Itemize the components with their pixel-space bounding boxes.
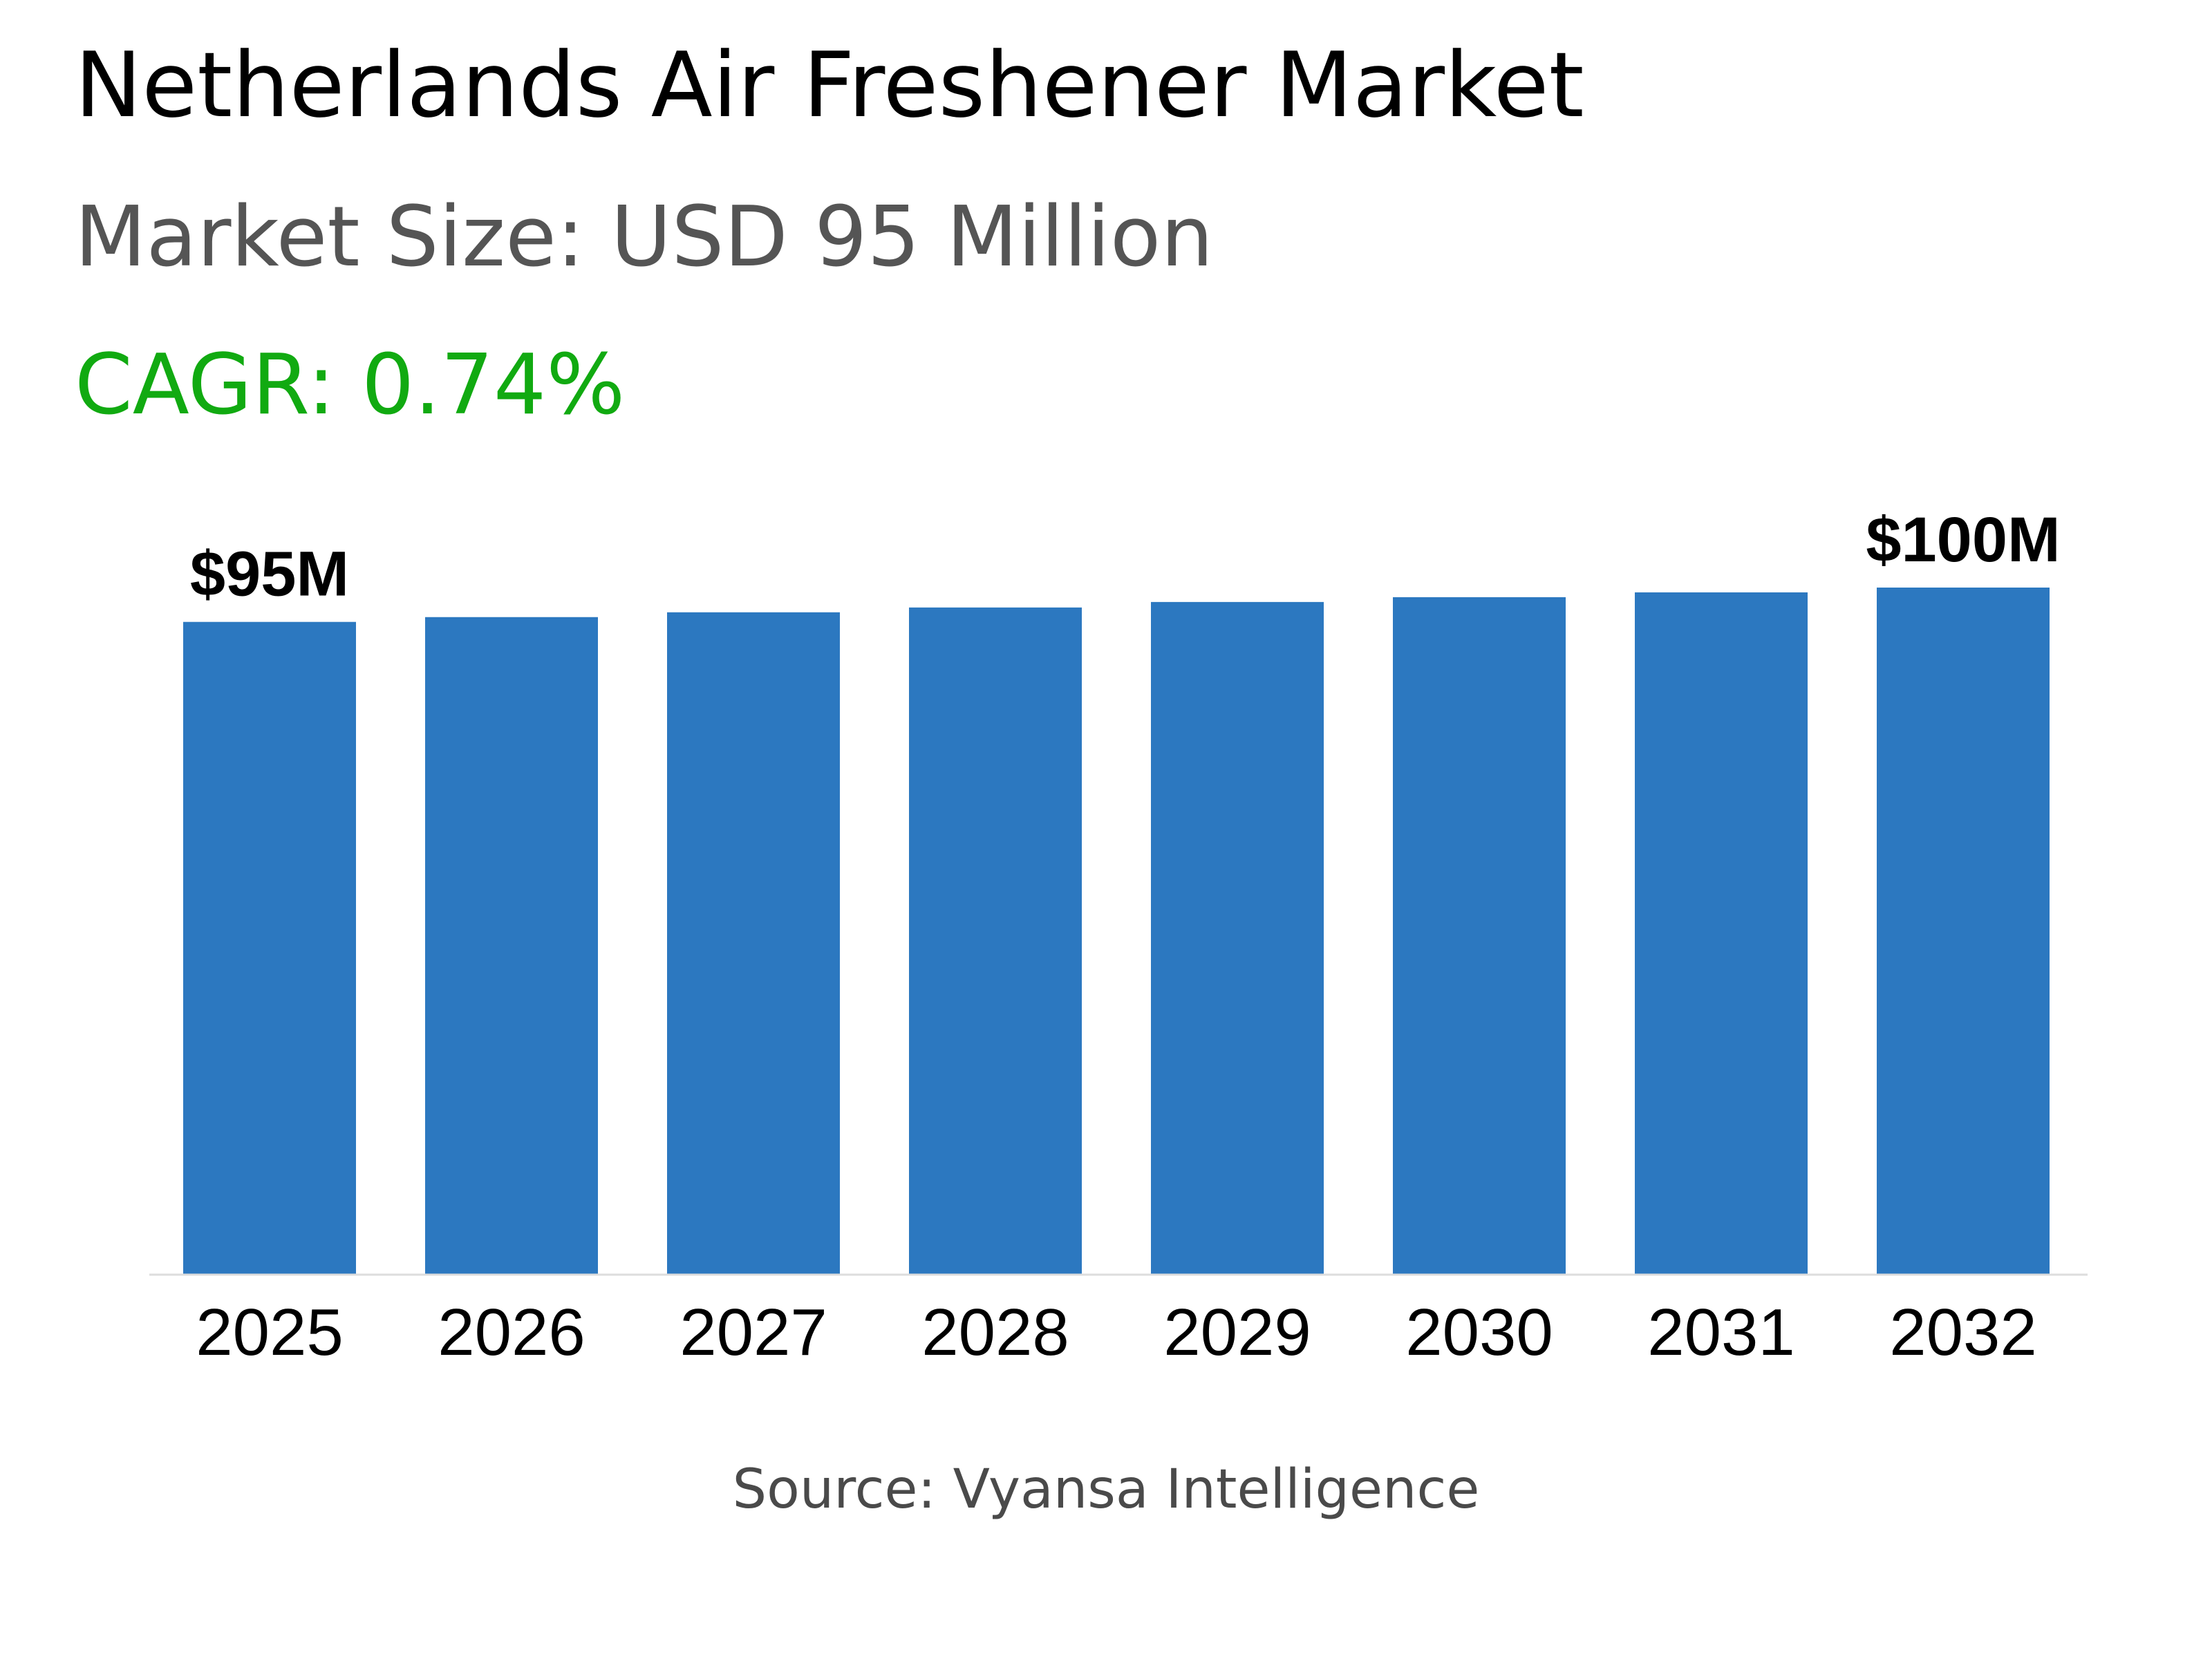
- bar-2032: [1877, 588, 2050, 1275]
- data-label-2025: $95M: [190, 539, 349, 610]
- bar-2027: [667, 612, 840, 1275]
- bar-2029: [1151, 601, 1324, 1275]
- x-tick-label-2030: 2030: [1405, 1295, 1553, 1369]
- bar-2031: [1635, 592, 1808, 1275]
- data-label-2032: $100M: [1866, 505, 2060, 575]
- market-size-subtitle: Market Size: USD 95 Million: [75, 189, 1214, 285]
- x-tick-label-2025: 2025: [196, 1295, 344, 1369]
- chart-title: Netherlands Air Freshener Market: [75, 32, 1584, 138]
- bar-2028: [909, 607, 1082, 1275]
- x-tick-label-2028: 2028: [921, 1295, 1069, 1369]
- source-note: Source: Vyansa Intelligence: [732, 1459, 1480, 1521]
- bar-2026: [425, 617, 598, 1275]
- bar-2030: [1393, 597, 1566, 1275]
- data-labels: $95M $100M: [190, 505, 2061, 610]
- bars-group: [183, 588, 2050, 1275]
- x-tick-label-2026: 2026: [438, 1295, 585, 1369]
- x-tick-label-2029: 2029: [1163, 1295, 1311, 1369]
- x-tick-labels: 2025 2026 2027 2028 2029 2030 2031 2032: [196, 1295, 2037, 1369]
- x-tick-label-2027: 2027: [679, 1295, 827, 1369]
- bar-2025: [183, 621, 356, 1275]
- cagr-label: CAGR: 0.74%: [75, 337, 626, 433]
- x-tick-label-2032: 2032: [1889, 1295, 2037, 1369]
- x-tick-label-2031: 2031: [1647, 1295, 1795, 1369]
